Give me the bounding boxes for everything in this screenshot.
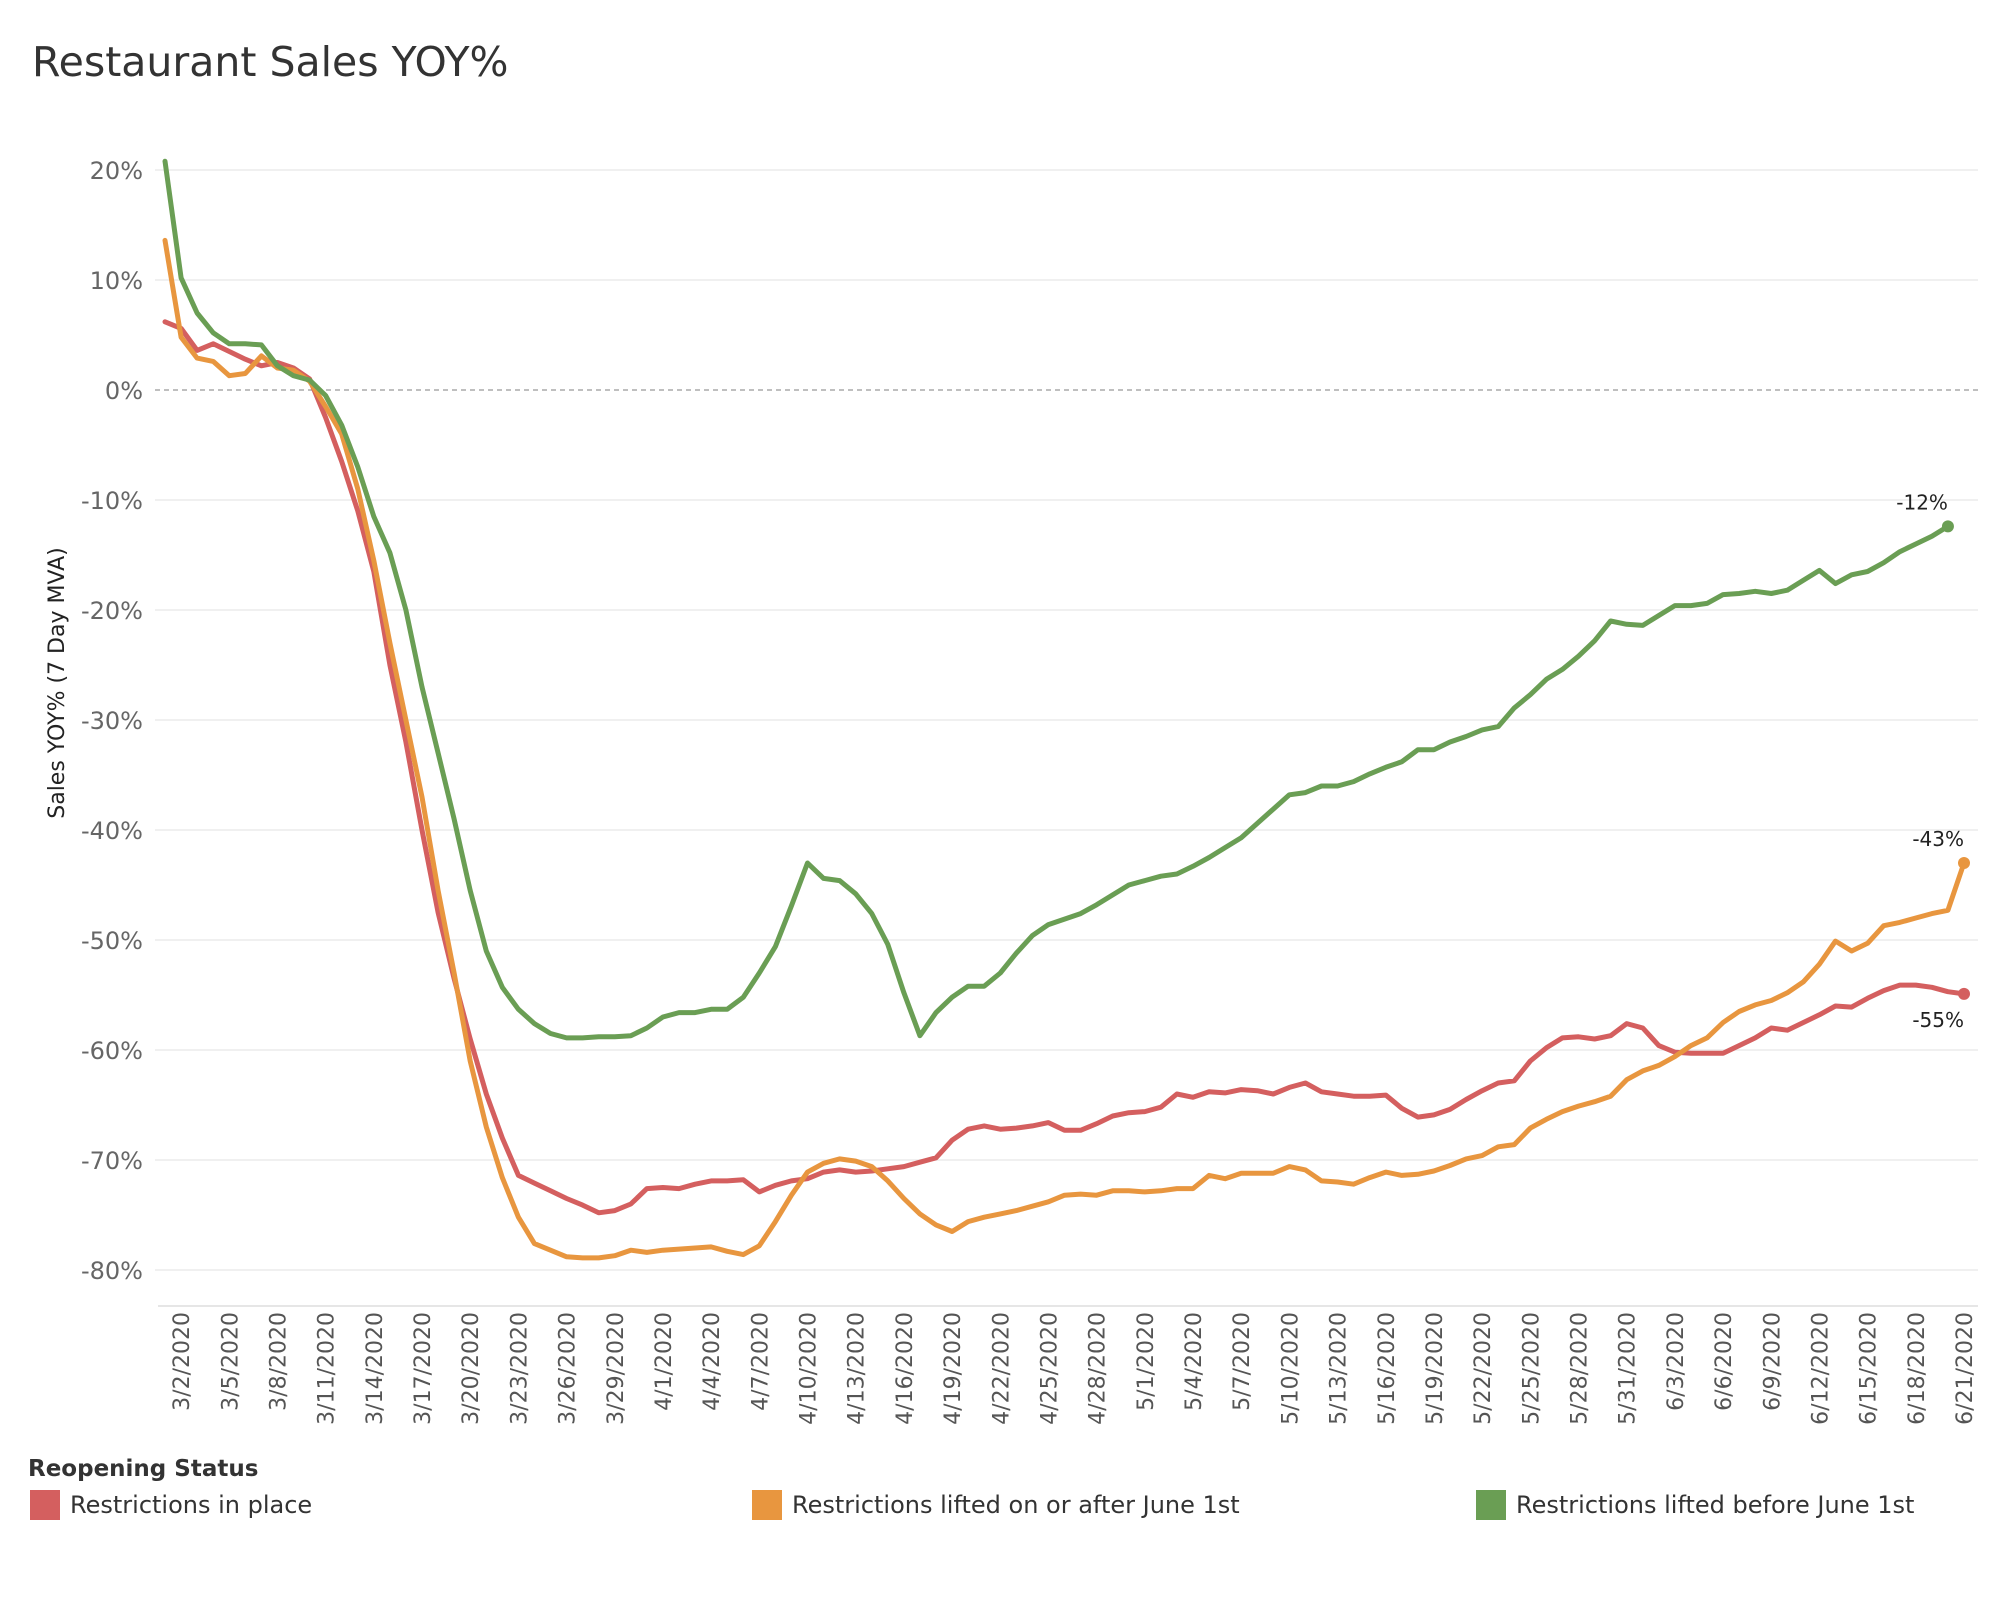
x-tick-label: 3/26/2020 (556, 1312, 581, 1425)
x-tick-label: 3/14/2020 (363, 1312, 388, 1425)
series-lines (162, 158, 1970, 1261)
x-tick-label: 6/12/2020 (1808, 1312, 1833, 1425)
x-tick-label: 4/25/2020 (1037, 1312, 1062, 1425)
x-tick-label: 5/13/2020 (1327, 1312, 1352, 1425)
legend-label: Restrictions lifted on or after June 1st (792, 1491, 1240, 1519)
series-line-0 (162, 319, 1967, 1216)
end-value-label: -43% (1912, 827, 1964, 851)
x-tick-label: 4/1/2020 (652, 1312, 677, 1411)
x-tick-label: 5/1/2020 (1134, 1312, 1159, 1411)
x-tick-label: 6/9/2020 (1760, 1312, 1785, 1411)
y-tick-label: 0% (105, 377, 143, 405)
x-tick-label: 4/22/2020 (989, 1312, 1014, 1425)
x-tick-label: 6/18/2020 (1905, 1312, 1930, 1425)
x-tick-label: 3/29/2020 (604, 1312, 629, 1425)
y-axis-ticks: 20% 10% 0% -10% -20% -30% -40% -50% -60% -70% -80% (81, 157, 143, 1285)
x-tick-label: 3/8/2020 (266, 1312, 291, 1411)
x-tick-label: 3/20/2020 (459, 1312, 484, 1425)
chart-title: Restaurant Sales YOY% (32, 38, 509, 86)
y-tick-label: 10% (90, 267, 143, 295)
x-tick-label: 4/7/2020 (748, 1312, 773, 1411)
x-tick-label: 6/21/2020 (1953, 1312, 1978, 1425)
x-tick-label: 3/17/2020 (411, 1312, 436, 1425)
x-tick-label: 4/28/2020 (1086, 1312, 1111, 1425)
x-tick-label: 5/19/2020 (1423, 1312, 1448, 1425)
end-value-label: -55% (1912, 1008, 1964, 1032)
x-tick-label: 6/6/2020 (1712, 1312, 1737, 1411)
grid-lines (155, 169, 1978, 1307)
legend-label: Restrictions in place (70, 1491, 313, 1519)
x-tick-label: 5/25/2020 (1519, 1312, 1544, 1425)
x-tick-label: 4/4/2020 (700, 1312, 725, 1411)
legend-item-lifted-after-june-1[interactable]: Restrictions lifted on or after June 1st (752, 1489, 1240, 1521)
x-tick-label: 5/10/2020 (1278, 1312, 1303, 1425)
legend-swatch (1476, 1490, 1506, 1520)
series-end-marker (1941, 520, 1954, 533)
series-end-marker (1958, 857, 1970, 869)
legend-item-restrictions-in-place[interactable]: Restrictions in place (30, 1489, 312, 1521)
series-line-1 (162, 237, 1967, 1261)
x-tick-label: 4/13/2020 (845, 1312, 870, 1425)
end-value-label: -12% (1896, 490, 1948, 514)
line-chart: 20% 10% 0% -10% -20% -30% -40% -50% -60% -70% -80%… (45, 157, 1978, 1425)
y-tick-label: -80% (81, 1257, 143, 1285)
x-tick-label: 4/10/2020 (797, 1312, 822, 1425)
y-tick-label: -30% (81, 707, 143, 735)
x-tick-label: 3/11/2020 (315, 1312, 340, 1425)
series-end-marker (1958, 987, 1970, 1000)
x-axis-ticks: 3/2/2020 3/5/2020 3/8/2020 3/11/2020 3/14/20… (170, 1312, 1978, 1425)
legend-item-lifted-before-june-1[interactable]: Restrictions lifted before June 1st (1476, 1489, 1914, 1521)
legend-swatch (752, 1490, 782, 1520)
x-tick-label: 5/4/2020 (1182, 1312, 1207, 1411)
x-tick-label: 5/7/2020 (1230, 1312, 1255, 1411)
y-tick-label: -70% (81, 1147, 143, 1175)
x-tick-label: 5/28/2020 (1568, 1312, 1593, 1425)
y-tick-label: -50% (81, 927, 143, 955)
legend-title: Reopening Status (28, 1456, 259, 1482)
x-tick-label: 3/23/2020 (507, 1312, 532, 1425)
x-tick-label: 5/16/2020 (1375, 1312, 1400, 1425)
y-tick-label: -20% (81, 597, 143, 625)
x-tick-label: 6/15/2020 (1857, 1312, 1882, 1425)
series-line-2 (162, 158, 1951, 1041)
y-tick-label: 20% (90, 157, 143, 185)
end-labels: -55% -43% -12% (1896, 490, 1964, 1032)
x-tick-label: 6/3/2020 (1664, 1312, 1689, 1411)
y-tick-label: -10% (81, 487, 143, 515)
y-axis-label: Sales YOY% (7 Day MVA) (45, 547, 70, 819)
legend-label: Restrictions lifted before June 1st (1516, 1491, 1915, 1519)
x-tick-label: 3/2/2020 (170, 1312, 195, 1411)
y-tick-label: -60% (81, 1037, 143, 1065)
x-tick-label: 4/16/2020 (893, 1312, 918, 1425)
y-tick-label: -40% (81, 817, 143, 845)
legend-swatch (30, 1490, 60, 1520)
x-tick-label: 5/22/2020 (1471, 1312, 1496, 1425)
x-tick-label: 5/31/2020 (1616, 1312, 1641, 1425)
x-tick-label: 3/5/2020 (218, 1312, 243, 1411)
x-tick-label: 4/19/2020 (941, 1312, 966, 1425)
